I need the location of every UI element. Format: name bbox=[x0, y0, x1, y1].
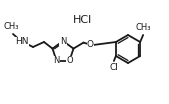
Text: N: N bbox=[53, 56, 60, 65]
Text: O: O bbox=[87, 40, 94, 49]
Text: HN: HN bbox=[15, 38, 29, 46]
Text: N: N bbox=[60, 37, 66, 46]
Text: CH₃: CH₃ bbox=[135, 23, 151, 32]
Text: CH₃: CH₃ bbox=[3, 22, 19, 31]
Text: O: O bbox=[66, 56, 73, 65]
Text: HCl: HCl bbox=[72, 15, 92, 25]
Text: Cl: Cl bbox=[110, 63, 118, 72]
